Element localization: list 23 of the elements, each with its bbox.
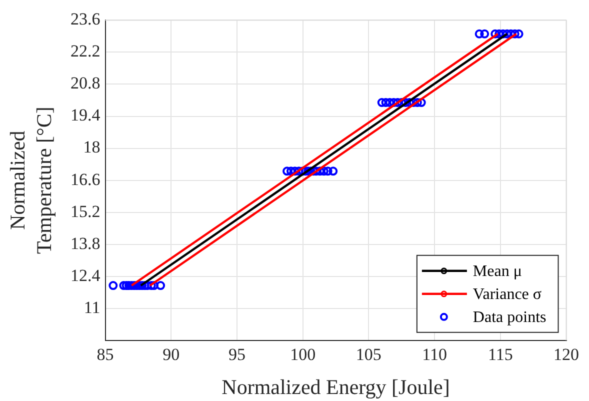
x-tick-label: 85 [96,345,114,364]
x-tick-label: 120 [554,345,579,364]
y-tick-label: 20.8 [70,74,100,93]
y-tick-label: 15.2 [70,202,100,221]
y-tick-label: 19.4 [70,106,101,125]
x-tick-label: 115 [488,345,513,364]
x-axis-title: Normalized Energy [Joule] [222,374,450,399]
legend-label: Data points [472,309,546,326]
legend-label: Variance σ [472,286,542,304]
y-tick-label: 11 [84,298,100,317]
y-tick-label: 16.6 [70,170,100,189]
x-tick-label: 90 [162,345,180,364]
x-tick-label: 95 [228,345,246,364]
y-tick-label: 18 [83,138,100,157]
legend-label: Mean μ [472,263,522,280]
y-tick-label: 13.8 [70,234,100,253]
y-tick-label: 23.6 [70,10,100,29]
x-tick-label: 105 [356,345,382,364]
y-axis-title: Normalized Temperature [°C] [6,106,56,254]
x-tick-label: 100 [290,345,316,364]
y-tick-label: 12.4 [70,266,101,285]
y-tick-label: 22.2 [70,42,100,61]
x-tick-label: 110 [422,345,447,364]
